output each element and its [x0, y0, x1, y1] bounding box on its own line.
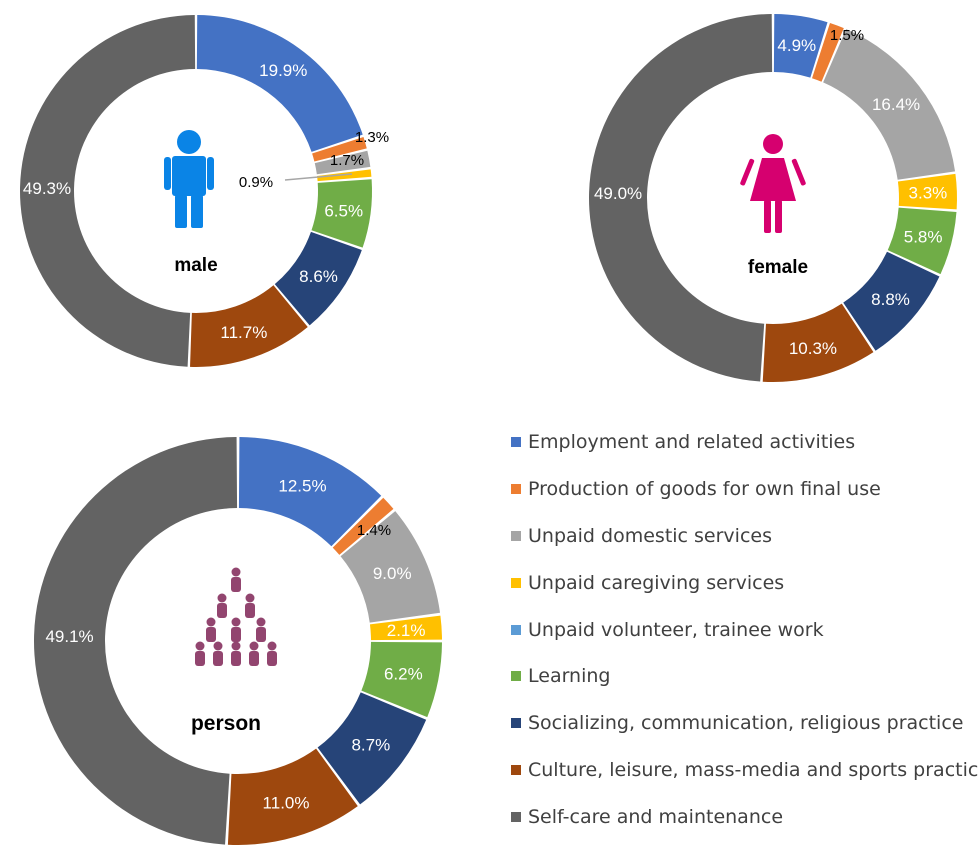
male-data-label-2: 1.3%	[355, 129, 389, 146]
male-data-label-1: 19.9%	[259, 61, 307, 80]
male-slice-9	[20, 15, 196, 367]
male-slice-8	[190, 285, 308, 367]
person-data-label-9: 49.1%	[45, 627, 93, 646]
male-slice-7	[274, 231, 362, 326]
legend-label: Self-care and maintenance	[528, 805, 784, 828]
male-person-icon	[164, 130, 214, 228]
legend-swatch	[511, 718, 521, 729]
female-data-label-3: 16.4%	[872, 95, 920, 114]
legend-item: Self-care and maintenance	[511, 793, 979, 840]
male-data-label-8: 11.7%	[220, 323, 267, 342]
person-data-label-4: 2.1%	[387, 621, 426, 640]
people-pyramid-icon	[195, 567, 277, 666]
legend-item: Culture, leisure, mass-media and sports …	[511, 747, 979, 794]
legend-swatch	[511, 577, 521, 588]
legend-label: Production of goods for own final use	[528, 478, 881, 501]
female-slice-6	[887, 207, 957, 275]
female-data-label-1: 4.9%	[777, 36, 816, 55]
female-data-label-9: 49.0%	[594, 184, 642, 203]
female-data-label-6: 5.8%	[904, 228, 943, 247]
person-slice-6	[361, 641, 442, 718]
legend-item: Unpaid caregiving services	[511, 559, 979, 606]
legend-swatch	[511, 811, 521, 822]
slices-layer	[20, 14, 957, 845]
person-data-label-8: 11.0%	[263, 794, 310, 813]
legend-label: Unpaid domestic services	[528, 524, 772, 547]
male-chart-title: male	[174, 255, 217, 276]
legend-item: Socializing, communication, religious pr…	[511, 700, 979, 747]
male-leader-line-4	[284, 173, 353, 181]
legend-item: Learning	[511, 653, 979, 700]
person-slice-2	[332, 497, 394, 555]
person-slice-8	[227, 748, 358, 845]
male-slice-6	[311, 179, 372, 248]
person-slice-1	[238, 437, 382, 547]
male-data-label-4: 0.9%	[239, 174, 273, 191]
female-chart-title: female	[748, 257, 808, 278]
female-data-label-4: 3.3%	[909, 184, 948, 203]
person-data-label-1: 12.5%	[278, 476, 326, 495]
legend-label: Socializing, communication, religious pr…	[528, 712, 964, 735]
legend-swatch	[511, 437, 521, 448]
female-person-icon	[740, 134, 806, 233]
person-chart-title: person	[191, 712, 261, 735]
legend-swatch	[511, 764, 521, 775]
legend-label: Unpaid volunteer, trainee work	[528, 618, 824, 641]
female-data-label-7: 8.8%	[871, 290, 910, 309]
legend-swatch	[511, 624, 521, 635]
person-data-label-6: 6.2%	[384, 665, 423, 684]
male-slice-3	[314, 150, 371, 175]
female-slice-9	[589, 14, 773, 382]
male-data-label-3: 1.7%	[330, 152, 364, 169]
male-data-label-7: 8.6%	[299, 267, 338, 286]
male-slice-1	[196, 15, 363, 152]
female-slice-7	[843, 251, 940, 351]
labels-layer: 19.9% 1.3% 1.7% 0.9% 6.5% 8.6% 11.7% 49.3% male 4…	[23, 27, 947, 813]
male-data-label-9: 49.3%	[23, 179, 71, 198]
legend-label: Learning	[528, 665, 611, 688]
legend-item: Employment and related activities	[511, 419, 979, 466]
legend-swatch	[511, 530, 521, 541]
male-data-label-6: 6.5%	[324, 201, 363, 220]
female-data-label-2: 1.5%	[830, 27, 864, 44]
person-slice-9	[34, 437, 238, 845]
legend-item: Unpaid domestic services	[511, 513, 979, 560]
legend-swatch	[511, 671, 521, 682]
person-data-label-2: 1.4%	[357, 522, 391, 539]
female-slice-1	[773, 14, 828, 78]
legend-label: Employment and related activities	[528, 431, 856, 454]
person-data-label-3: 9.0%	[373, 564, 412, 583]
legend-label: Culture, leisure, mass-media and sports …	[528, 758, 979, 781]
person-slice-4	[369, 615, 442, 641]
person-slice-3	[340, 511, 441, 623]
female-data-label-8: 10.3%	[789, 339, 837, 358]
legend-item: Unpaid volunteer, trainee work	[511, 606, 979, 653]
female-slice-8	[762, 303, 874, 382]
female-slice-4	[897, 173, 957, 210]
male-slice-2	[312, 136, 367, 162]
female-slice-2	[812, 23, 844, 82]
person-data-label-7: 8.7%	[351, 736, 390, 755]
legend-swatch	[511, 484, 521, 495]
legend-label: Unpaid caregiving services	[528, 571, 785, 594]
legend: Employment and related activities Product…	[511, 419, 979, 840]
legend-item: Production of goods for own final use	[511, 466, 979, 513]
female-slice-3	[823, 29, 956, 180]
person-slice-7	[317, 692, 427, 805]
